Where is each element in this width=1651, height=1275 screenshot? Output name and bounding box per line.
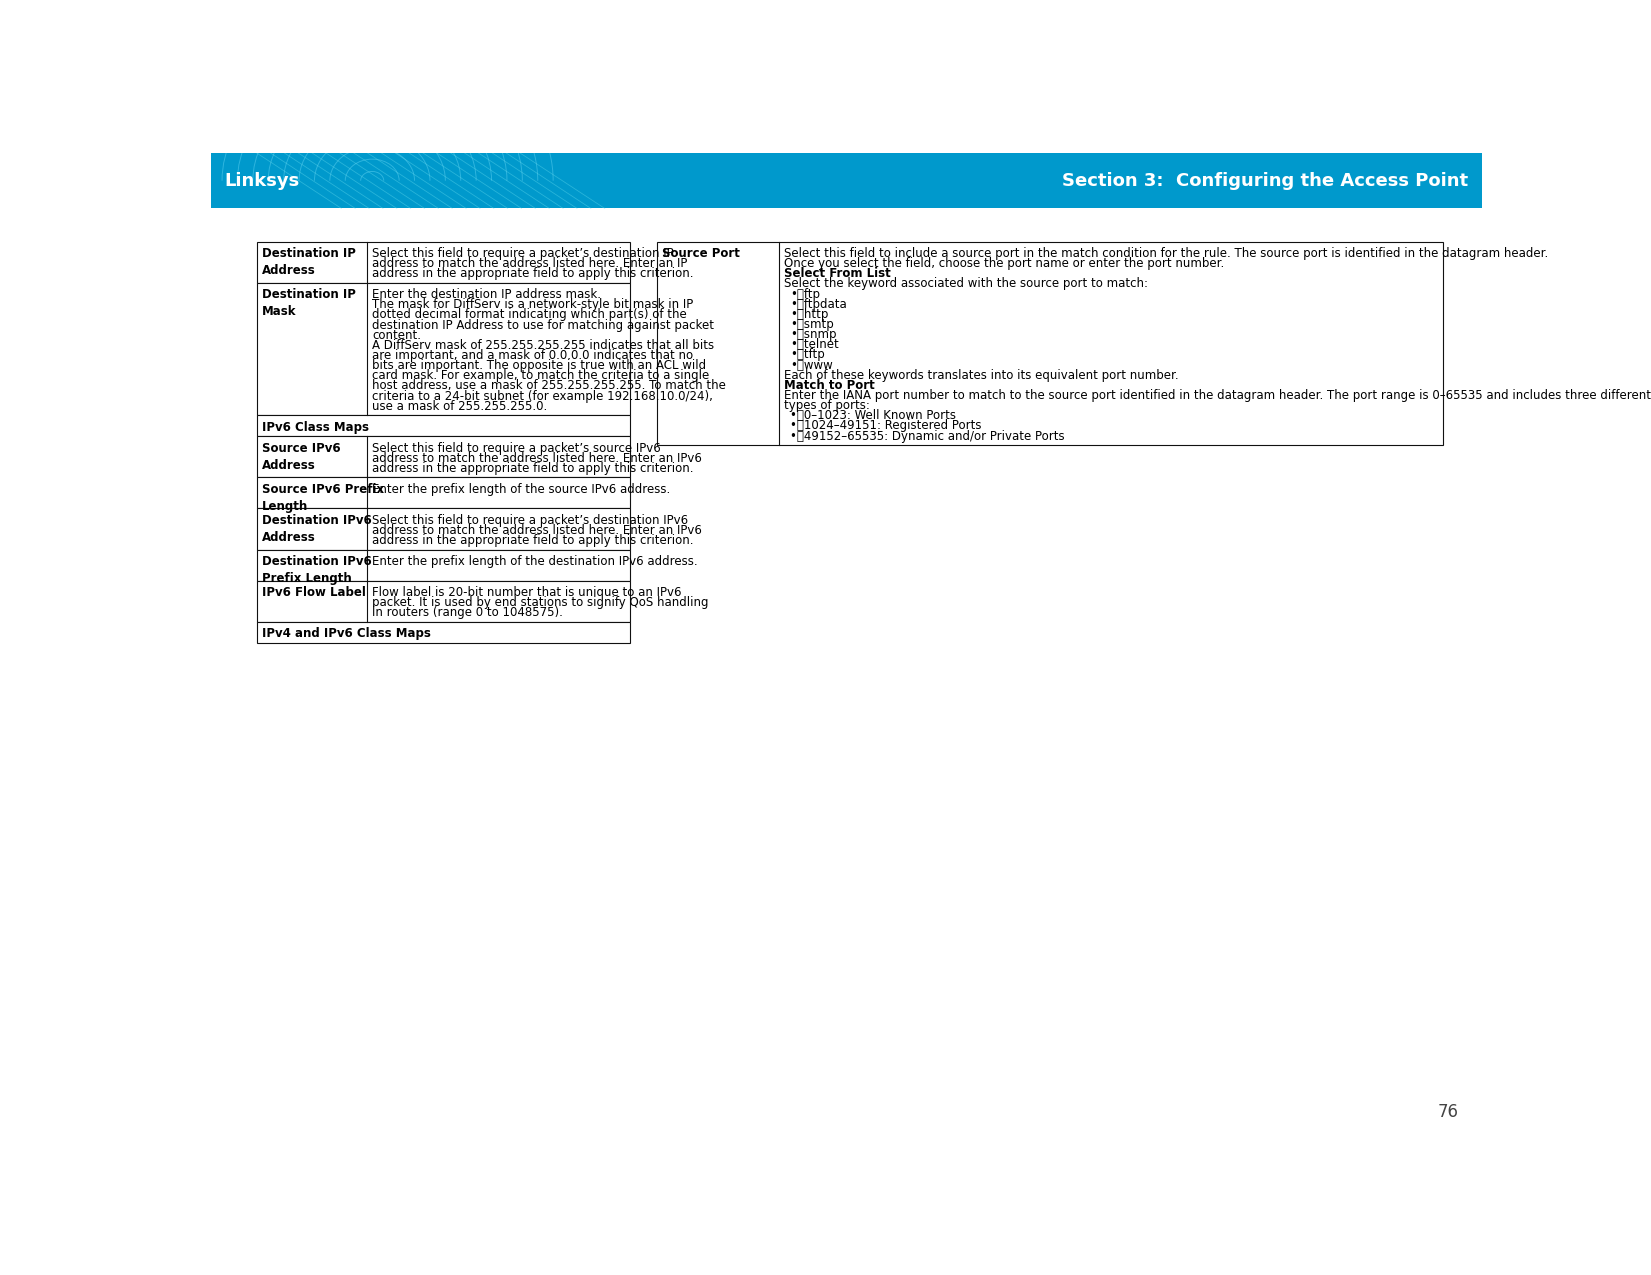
- Text: Destination IPv6
Address: Destination IPv6 Address: [263, 514, 371, 544]
- Text: destination IP Address to use for matching against packet: destination IP Address to use for matchi…: [371, 319, 715, 332]
- Bar: [211, 153, 1481, 208]
- Bar: [256, 509, 631, 550]
- Bar: [657, 241, 1443, 445]
- Text: •	0–1023: Well Known Ports: • 0–1023: Well Known Ports: [791, 409, 956, 422]
- Text: IPv4 and IPv6 Class Maps: IPv4 and IPv6 Class Maps: [263, 627, 431, 640]
- Text: Enter the prefix length of the source IPv6 address.: Enter the prefix length of the source IP…: [371, 483, 670, 496]
- Text: bits are important. The opposite is true with an ACL wild: bits are important. The opposite is true…: [371, 360, 707, 372]
- Text: Linksys: Linksys: [225, 172, 299, 190]
- Text: Destination IP
Mask: Destination IP Mask: [263, 288, 357, 319]
- Text: Select the keyword associated with the source port to match:: Select the keyword associated with the s…: [784, 278, 1147, 291]
- Text: A DiffServ mask of 255.255.255.255 indicates that all bits: A DiffServ mask of 255.255.255.255 indic…: [371, 339, 715, 352]
- Text: •	http: • http: [791, 307, 829, 321]
- Text: Destination IPv6
Prefix Length: Destination IPv6 Prefix Length: [263, 555, 371, 585]
- Text: criteria to a 24-bit subnet (for example 192.168.10.0/24),: criteria to a 24-bit subnet (for example…: [371, 390, 713, 403]
- Text: Source IPv6
Address: Source IPv6 Address: [263, 441, 340, 472]
- Bar: [256, 581, 631, 622]
- Text: address in the appropriate field to apply this criterion.: address in the appropriate field to appl…: [371, 268, 693, 280]
- Text: Enter the prefix length of the destination IPv6 address.: Enter the prefix length of the destinati…: [371, 555, 698, 569]
- Bar: [256, 283, 631, 416]
- Text: Destination IP
Address: Destination IP Address: [263, 247, 357, 277]
- Text: •	snmp: • snmp: [791, 328, 837, 342]
- Text: •	ftpdata: • ftpdata: [791, 297, 847, 311]
- Text: Source Port: Source Port: [662, 247, 740, 260]
- Text: address in the appropriate field to apply this criterion.: address in the appropriate field to appl…: [371, 534, 693, 547]
- Text: •	49152–65535: Dynamic and/or Private Ports: • 49152–65535: Dynamic and/or Private Po…: [791, 430, 1065, 442]
- Text: Select this field to require a packet’s destination IP: Select this field to require a packet’s …: [371, 247, 674, 260]
- Bar: [256, 477, 631, 509]
- Text: Select From List: Select From List: [784, 268, 892, 280]
- Text: address to match the address listed here. Enter an IPv6: address to match the address listed here…: [371, 524, 702, 537]
- Text: Match to Port: Match to Port: [784, 379, 875, 391]
- Text: •	tftp: • tftp: [791, 348, 826, 361]
- Text: Select this field to include a source port in the match condition for the rule. : Select this field to include a source po…: [784, 247, 1549, 260]
- Text: address to match the address listed here. Enter an IPv6: address to match the address listed here…: [371, 451, 702, 465]
- Bar: [256, 436, 631, 477]
- Text: address in the appropriate field to apply this criterion.: address in the appropriate field to appl…: [371, 462, 693, 474]
- Text: •	1024–49151: Registered Ports: • 1024–49151: Registered Ports: [791, 419, 982, 432]
- Text: Enter the destination IP address mask.: Enter the destination IP address mask.: [371, 288, 601, 301]
- Bar: [256, 622, 631, 643]
- Text: Select this field to require a packet’s destination IPv6: Select this field to require a packet’s …: [371, 514, 688, 527]
- Text: Enter the IANA port number to match to the source port identified in the datagra: Enter the IANA port number to match to t…: [784, 389, 1651, 402]
- Bar: [256, 550, 631, 581]
- Text: •	www: • www: [791, 358, 834, 371]
- Text: Once you select the field, choose the port name or enter the port number.: Once you select the field, choose the po…: [784, 258, 1225, 270]
- Text: use a mask of 255.255.255.0.: use a mask of 255.255.255.0.: [371, 400, 548, 413]
- Text: address to match the address listed here. Enter an IP: address to match the address listed here…: [371, 258, 687, 270]
- Text: IPv6 Flow Label: IPv6 Flow Label: [263, 586, 367, 599]
- Text: host address, use a mask of 255.255.255.255. To match the: host address, use a mask of 255.255.255.…: [371, 380, 726, 393]
- Text: Flow label is 20-bit number that is unique to an IPv6: Flow label is 20-bit number that is uniq…: [371, 586, 682, 599]
- Text: •	ftp: • ftp: [791, 288, 821, 301]
- Text: are important, and a mask of 0.0.0.0 indicates that no: are important, and a mask of 0.0.0.0 ind…: [371, 349, 693, 362]
- Text: IPv6 Class Maps: IPv6 Class Maps: [263, 421, 370, 434]
- Text: 76: 76: [1438, 1103, 1459, 1121]
- Text: Each of these keywords translates into its equivalent port number.: Each of these keywords translates into i…: [784, 368, 1179, 381]
- Text: in routers (range 0 to 1048575).: in routers (range 0 to 1048575).: [371, 607, 563, 620]
- Text: •	telnet: • telnet: [791, 338, 839, 351]
- Text: Source IPv6 Prefix
Length: Source IPv6 Prefix Length: [263, 483, 385, 513]
- Text: Section 3:  Configuring the Access Point: Section 3: Configuring the Access Point: [1062, 172, 1468, 190]
- Text: •	smtp: • smtp: [791, 317, 834, 332]
- Bar: [256, 241, 631, 283]
- Bar: [256, 416, 631, 436]
- Text: packet. It is used by end stations to signify QoS handling: packet. It is used by end stations to si…: [371, 597, 708, 609]
- Text: The mask for DiffServ is a network-style bit mask in IP: The mask for DiffServ is a network-style…: [371, 298, 693, 311]
- Text: dotted decimal format indicating which part(s) of the: dotted decimal format indicating which p…: [371, 309, 687, 321]
- Text: Select this field to require a packet’s source IPv6: Select this field to require a packet’s …: [371, 441, 660, 455]
- Text: content.: content.: [371, 329, 421, 342]
- Text: card mask. For example, to match the criteria to a single: card mask. For example, to match the cri…: [371, 370, 710, 382]
- Text: types of ports:: types of ports:: [784, 399, 870, 412]
